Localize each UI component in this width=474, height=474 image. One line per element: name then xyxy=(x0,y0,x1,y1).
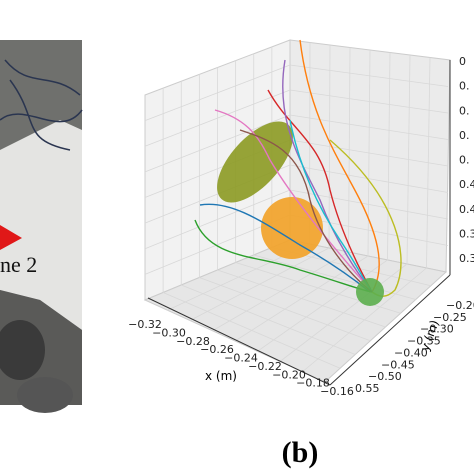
grid-line xyxy=(289,89,449,114)
grid-line xyxy=(144,89,291,147)
grid-line xyxy=(387,52,391,261)
y-tick-label: 0.55 xyxy=(355,382,380,395)
z-tick-label: 0.3 xyxy=(459,252,474,265)
scene xyxy=(194,39,402,306)
photo: ne 2 xyxy=(0,40,83,413)
grid-line xyxy=(289,139,449,167)
y-tick-label: −0.40 xyxy=(394,346,428,359)
x-tick-label: −0.26 xyxy=(200,343,234,356)
z-tick-label: 0.4 xyxy=(459,178,474,191)
x-tick-label: −0.32 xyxy=(128,318,162,331)
y-tick-label: −0.20 xyxy=(446,299,474,312)
z-tick-label: 0 xyxy=(459,55,466,68)
x-tick-label: −0.28 xyxy=(176,335,210,348)
grid-line xyxy=(257,259,388,352)
x-tick-label: −0.16 xyxy=(320,385,354,398)
x-tick-label: −0.22 xyxy=(248,360,282,373)
panel-label: (b) xyxy=(282,436,319,469)
x-tick-label: −0.18 xyxy=(296,377,330,390)
y-tick-label: −0.35 xyxy=(407,335,441,348)
z-tick-label: 0. xyxy=(459,80,470,93)
z-tick-label: 0.4 xyxy=(459,203,474,216)
z-tick-label: 0.3 xyxy=(459,227,474,240)
grid-line xyxy=(217,269,386,328)
grid-line xyxy=(289,114,449,140)
grid-line xyxy=(279,263,408,362)
grid-line xyxy=(302,267,427,373)
y-tick-label: −0.30 xyxy=(420,323,454,336)
x-tick-label: −0.20 xyxy=(272,368,306,381)
y-tick-label: −0.50 xyxy=(368,370,402,383)
grid-line xyxy=(406,54,411,265)
grid-line xyxy=(144,64,291,121)
z-tick-label: 0. xyxy=(459,154,470,167)
grid-line xyxy=(289,64,449,87)
z-tick-label: 0. xyxy=(459,104,470,117)
grid-line xyxy=(289,189,449,220)
grid-line xyxy=(253,254,416,300)
y-tick-label: −0.25 xyxy=(433,311,467,324)
x-tick-label: −0.24 xyxy=(224,352,258,365)
y-tick-label: −0.45 xyxy=(381,358,415,371)
x-tick-label: −0.30 xyxy=(152,326,186,339)
photo-caption: ne 2 xyxy=(0,252,37,277)
x-axis-label: x (m) xyxy=(205,369,237,383)
grid-line xyxy=(426,57,431,269)
z-tick-label: 0. xyxy=(459,129,470,142)
